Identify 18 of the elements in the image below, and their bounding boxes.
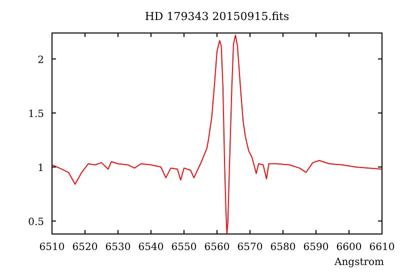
y-tick-label: 2 [38,54,44,66]
x-tick-label: 6590 [303,242,329,253]
chart-title: HD 179343 20150915.fits [144,10,290,23]
x-tick-label: 6600 [336,242,362,253]
x-tick-label: 6580 [270,242,296,253]
x-axis-title: Angstrom [334,257,385,268]
x-tick-label: 6610 [369,242,395,253]
y-tick-label: 1 [38,163,44,174]
line-series [52,34,382,234]
x-tick-label: 6550 [171,242,197,253]
x-tick-label: 6530 [105,242,131,253]
x-tick-label: 6560 [204,242,230,253]
x-tick-label: 6570 [237,242,263,253]
y-tick-label: 1.5 [28,108,44,120]
x-tick-label: 6520 [72,242,98,253]
y-tick-label: 0.5 [28,217,44,228]
x-tick-label: 6540 [138,242,164,253]
x-tick-label: 6510 [39,242,65,253]
